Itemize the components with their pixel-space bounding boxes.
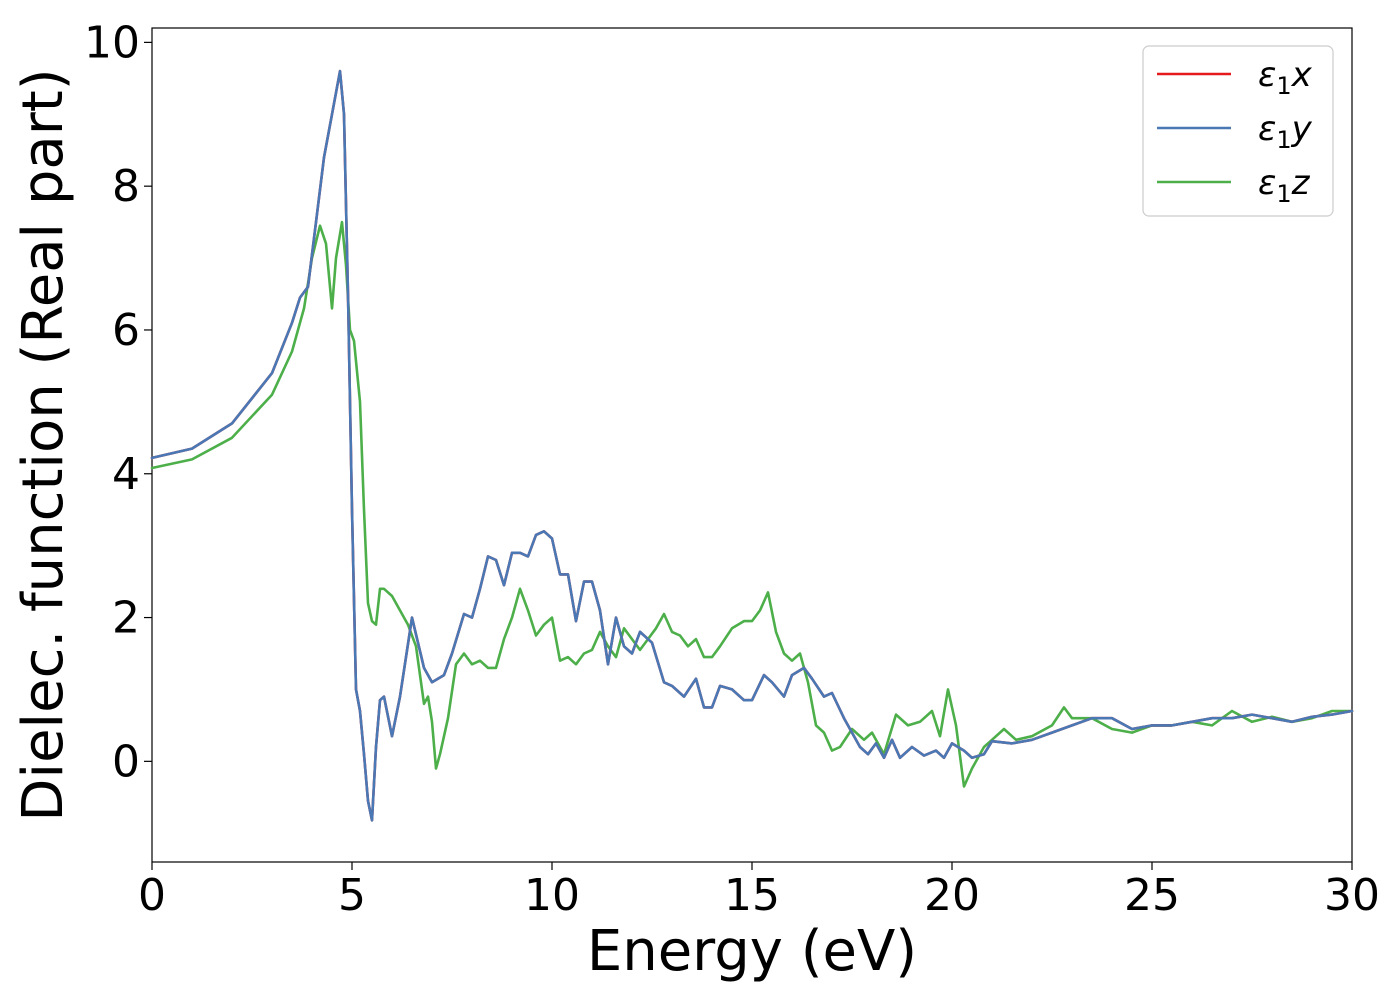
x-tick-label: 0 (138, 870, 166, 921)
y-tick-label: 0 (112, 736, 140, 787)
x-axis-label: Energy (eV) (587, 919, 917, 984)
series-line-y (150, 69, 1354, 822)
y-tick-label: 4 (112, 449, 140, 500)
x-tick-label: 25 (1124, 870, 1180, 921)
y-axis: 0 2 4 6 8 10 (84, 17, 152, 787)
series-line-z (150, 220, 1354, 788)
legend-label-y: ε1y (1258, 109, 1313, 154)
x-tick-label: 5 (338, 870, 366, 921)
legend-label-z: ε1z (1258, 163, 1311, 208)
legend-box (1142, 45, 1334, 217)
x-axis: 0 5 10 15 20 25 30 (138, 862, 1380, 921)
y-tick-label: 6 (112, 305, 140, 356)
series-layer (150, 69, 1354, 822)
legend: ε1x ε1y ε1z (1142, 45, 1334, 217)
x-tick-label: 10 (524, 870, 580, 921)
y-tick-label: 2 (112, 593, 140, 644)
y-tick-label: 8 (112, 161, 140, 212)
x-tick-label: 30 (1324, 870, 1380, 921)
y-axis-label: Dielec. function (Real part) (11, 68, 76, 821)
y-tick-label: 10 (84, 17, 140, 68)
legend-label-x: ε1x (1258, 55, 1313, 100)
x-tick-label: 20 (924, 870, 980, 921)
x-tick-label: 15 (724, 870, 780, 921)
